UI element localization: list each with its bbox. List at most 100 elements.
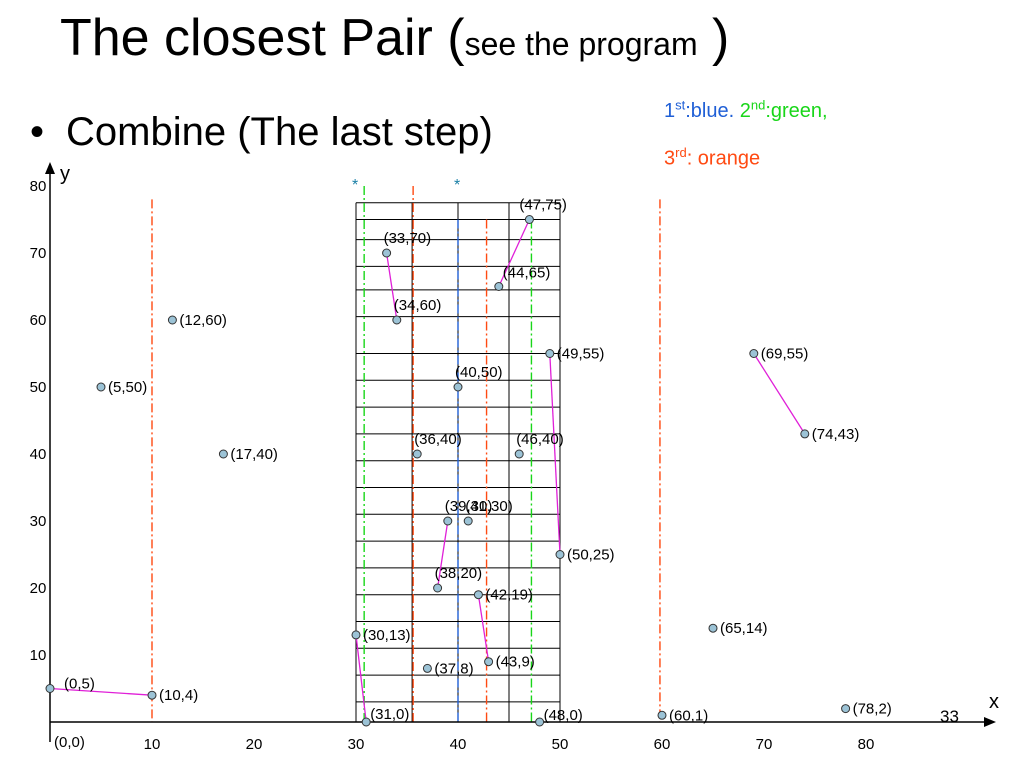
point-label: (0,5) bbox=[64, 676, 95, 693]
data-point bbox=[545, 349, 555, 358]
pair-line bbox=[549, 353, 561, 555]
y-tick-label: 10 bbox=[30, 647, 47, 664]
data-point bbox=[351, 630, 361, 640]
y-axis-arrow bbox=[45, 162, 55, 174]
point-label: (37,8) bbox=[434, 660, 473, 677]
x-axis-label: x bbox=[989, 691, 999, 713]
data-point bbox=[422, 663, 432, 673]
data-point bbox=[484, 657, 494, 667]
title-main-text: The closest Pair ( bbox=[60, 9, 465, 67]
point-label: (10,4) bbox=[159, 687, 198, 704]
legend-blue: 1st:blue. bbox=[664, 97, 735, 122]
legend-line-1: 1st:blue. 2nd:green, bbox=[664, 97, 828, 123]
point-label: (46,40) bbox=[516, 431, 564, 448]
y-axis-label: y bbox=[60, 163, 70, 185]
point-label: (30,13) bbox=[363, 627, 411, 644]
point-label: (41,30) bbox=[465, 498, 513, 515]
data-point bbox=[535, 717, 545, 727]
point-label: (31,0) bbox=[370, 706, 409, 723]
point-label: (36,40) bbox=[414, 431, 462, 448]
data-point bbox=[749, 349, 759, 358]
origin-label: (0,0) bbox=[54, 734, 85, 751]
pair-line bbox=[753, 353, 806, 435]
point-label: (5,50) bbox=[108, 379, 147, 396]
pair-line bbox=[49, 687, 153, 696]
point-label: (48,0) bbox=[544, 707, 583, 724]
point-label: (12,60) bbox=[179, 312, 227, 329]
data-point bbox=[453, 382, 463, 392]
y-tick-label: 60 bbox=[30, 312, 47, 329]
x-tick-label: 80 bbox=[858, 736, 875, 753]
point-label: (33,70) bbox=[384, 230, 432, 247]
data-point bbox=[657, 710, 667, 720]
y-tick-label: 30 bbox=[30, 513, 47, 530]
data-point bbox=[167, 315, 177, 325]
data-point bbox=[841, 704, 851, 714]
data-point bbox=[382, 248, 392, 258]
data-point bbox=[45, 684, 55, 693]
bullet-dot: • bbox=[30, 110, 45, 154]
point-label: (44,65) bbox=[503, 265, 551, 282]
x-tick-label: 60 bbox=[654, 736, 671, 753]
data-point bbox=[514, 449, 524, 459]
data-point bbox=[96, 382, 106, 392]
data-point bbox=[218, 449, 228, 459]
data-point bbox=[708, 623, 718, 633]
point-label: (40,50) bbox=[455, 364, 503, 381]
point-label: (39,30) bbox=[445, 498, 493, 515]
data-point bbox=[524, 215, 534, 224]
pair-line bbox=[385, 252, 398, 321]
star-mark: * bbox=[454, 177, 460, 194]
data-point bbox=[392, 315, 402, 325]
star-mark: * bbox=[352, 177, 358, 194]
bullet-text: Combine (The last step) bbox=[66, 110, 493, 154]
data-point bbox=[555, 550, 565, 559]
legend-green: 2nd:green, bbox=[739, 97, 828, 122]
point-label: (60,1) bbox=[669, 707, 708, 724]
x-tick-label: 50 bbox=[552, 736, 569, 753]
bullet-combine: • Combine (The last step) bbox=[30, 110, 493, 155]
point-label: (38,20) bbox=[435, 565, 483, 582]
point-label: (50,25) bbox=[567, 547, 615, 564]
slide-title: The closest Pair (see the program ) bbox=[60, 8, 729, 68]
pair-line bbox=[498, 219, 530, 287]
data-point bbox=[412, 449, 422, 459]
page-number: 33 bbox=[940, 707, 959, 726]
x-axis-arrow bbox=[984, 717, 996, 727]
y-tick-label: 50 bbox=[30, 379, 47, 396]
point-label: (74,43) bbox=[812, 426, 860, 443]
point-label: (49,55) bbox=[557, 346, 605, 363]
data-point bbox=[494, 282, 504, 291]
point-label: (69,55) bbox=[761, 346, 809, 363]
legend-orange: 3rd: orange bbox=[664, 145, 761, 170]
pair-line bbox=[436, 520, 449, 589]
x-tick-label: 20 bbox=[246, 736, 263, 753]
data-point bbox=[800, 429, 810, 439]
data-point bbox=[361, 717, 371, 727]
point-label: (34,60) bbox=[394, 297, 442, 314]
pair-line bbox=[477, 594, 490, 662]
y-tick-label: 70 bbox=[30, 245, 47, 262]
title-close-paren: ) bbox=[697, 9, 730, 67]
point-label: (78,2) bbox=[853, 701, 892, 718]
y-tick-label: 20 bbox=[30, 580, 47, 597]
point-label: (43,9) bbox=[496, 654, 535, 671]
pair-line bbox=[355, 634, 367, 723]
x-tick-label: 40 bbox=[450, 736, 467, 753]
x-tick-label: 10 bbox=[144, 736, 161, 753]
point-label: (17,40) bbox=[230, 446, 278, 463]
point-label: (42,19) bbox=[485, 587, 533, 604]
data-point bbox=[433, 583, 443, 593]
y-tick-label: 40 bbox=[30, 446, 47, 463]
title-subtitle-text: see the program bbox=[464, 26, 698, 62]
x-tick-label: 30 bbox=[348, 736, 365, 753]
data-point bbox=[147, 690, 157, 700]
data-point bbox=[463, 516, 473, 526]
point-label: (65,14) bbox=[720, 620, 768, 637]
data-point bbox=[443, 516, 453, 526]
y-tick-label: 80 bbox=[30, 178, 47, 195]
point-label: (47,75) bbox=[519, 197, 567, 214]
data-point bbox=[473, 590, 483, 600]
x-tick-label: 70 bbox=[756, 736, 773, 753]
